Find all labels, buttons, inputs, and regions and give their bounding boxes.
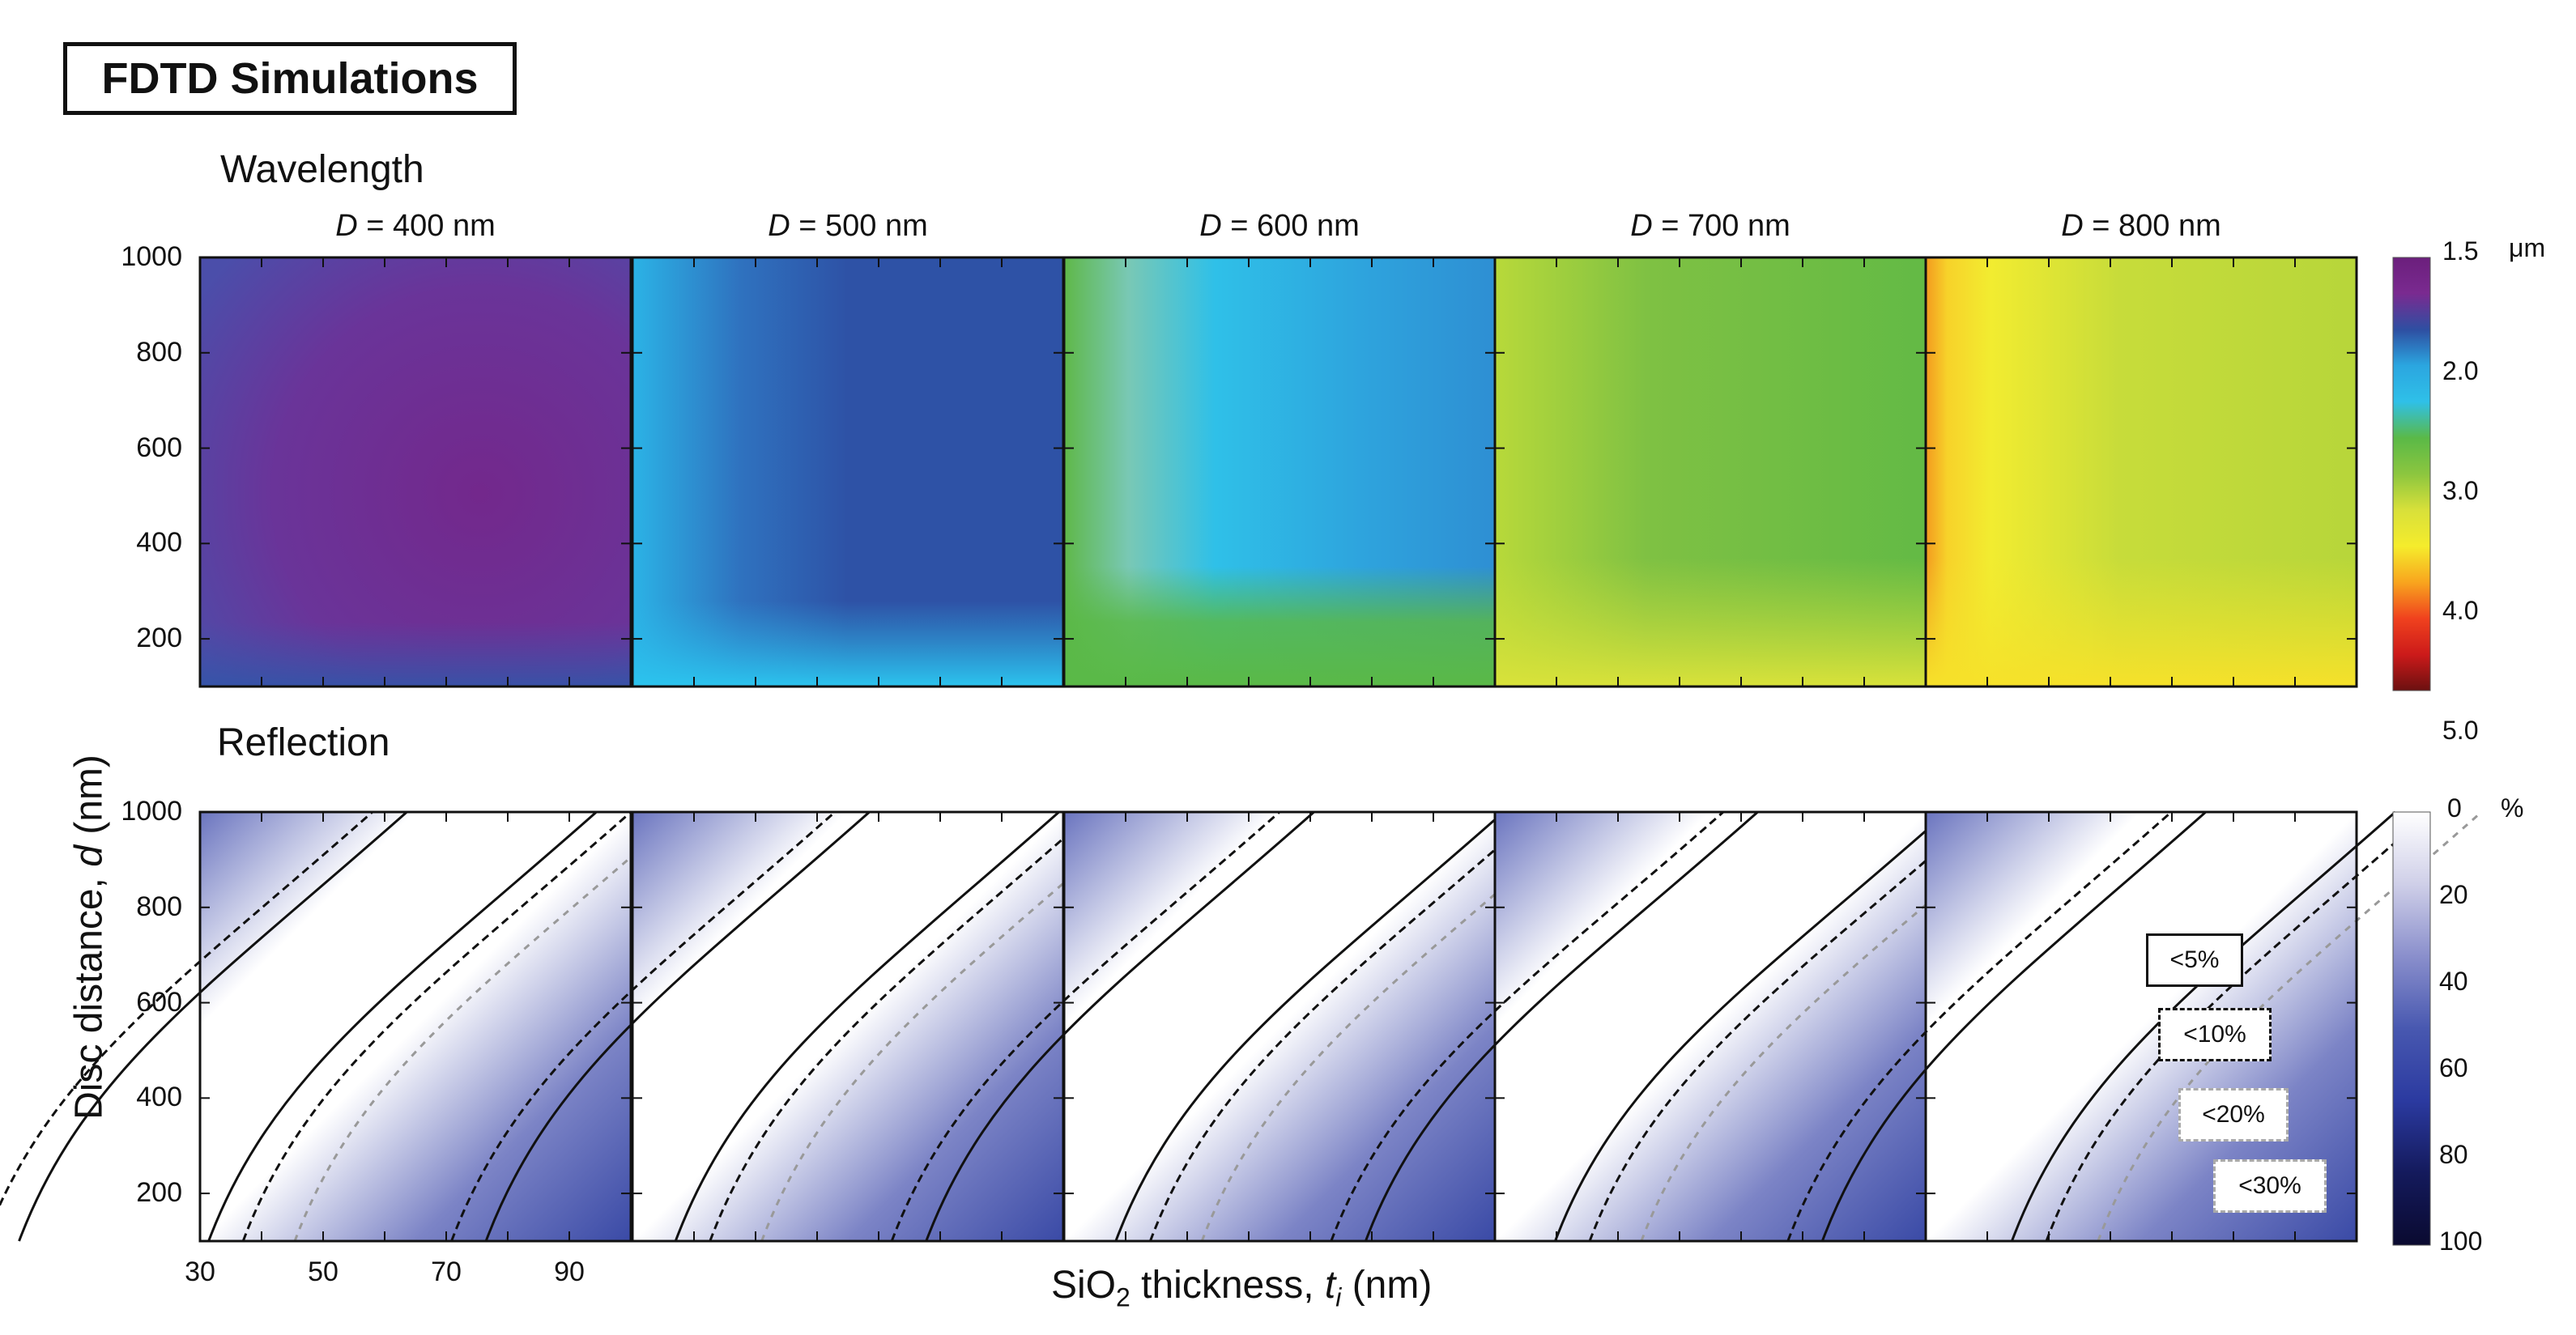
contour-5pct-lower (674, 810, 1060, 1242)
figure-title: FDTD Simulations (63, 42, 517, 115)
wavelength-panel-3 (1062, 256, 1497, 688)
contour-5pct-upper (1364, 810, 1759, 1242)
reflection-panel-1 (0, 810, 683, 1243)
reflection-colorbar-unit: % (2501, 793, 2524, 823)
wavelength-panel-2 (631, 256, 1065, 688)
x-tick-label: 50 (308, 1256, 338, 1287)
reflection-colorbar (2392, 811, 2431, 1246)
wavelength-colorbar-tick: 1.5 (2442, 236, 2479, 266)
wavelength-colorbar (2392, 257, 2431, 691)
legend-10pct: <10% (2158, 1008, 2272, 1061)
y-tick-label: 400 (136, 1082, 182, 1113)
ticks-row1-panel4 (1494, 257, 1927, 687)
panel-title-5: D = 800 nm (2061, 209, 2221, 243)
y-tick-label: 800 (136, 336, 182, 368)
x-tick-label: 30 (185, 1256, 215, 1287)
contour-10pct-lower (709, 810, 1095, 1242)
reflection-map (1064, 812, 1495, 1241)
y-tick-label: 1000 (121, 241, 182, 272)
wavelength-frame (1924, 256, 2358, 688)
legend-5pct: <5% (2146, 933, 2243, 987)
contour-20pct-lower (293, 810, 683, 1242)
wavelength-panel-4 (1493, 256, 1927, 688)
contour-5pct-lower (1554, 810, 1948, 1242)
contour-5pct-upper (484, 810, 871, 1242)
reflection-panel-3 (890, 810, 1591, 1243)
contour-5pct-upper (925, 810, 1315, 1242)
y-tick-label: 1000 (121, 796, 182, 827)
row-label-wavelength: Wavelength (220, 148, 424, 191)
wavelength-colorbar-tick: 3.0 (2442, 476, 2479, 505)
contour-10pct-upper (450, 810, 837, 1242)
contour-10pct-lower (1148, 810, 1539, 1242)
reflection-colorbar-tick: 0 (2447, 793, 2462, 823)
reflection-frame (1924, 810, 2358, 1243)
reflection-map (200, 812, 631, 1241)
reflection-colorbar-tick: 40 (2439, 967, 2468, 996)
ticks-row2-panel4 (1494, 811, 1927, 1241)
y-tick-label: 600 (136, 432, 182, 463)
wavelength-map-edge (1926, 257, 2357, 687)
contour-10pct-upper (1786, 810, 2173, 1242)
y-tick-label: 200 (136, 623, 182, 654)
panel-title-2: D = 500 nm (768, 209, 928, 243)
ticks-row2-panel3 (1063, 811, 1496, 1241)
ticks-row2-panel1 (199, 811, 632, 1241)
contour-10pct-upper (0, 810, 373, 1208)
ticks-row2-panel2 (632, 811, 1064, 1241)
y-tick-label: 600 (136, 986, 182, 1018)
ticks-row1-panel3 (1063, 257, 1496, 687)
reflection-colorbar-tick: 80 (2439, 1140, 2468, 1169)
wavelength-panel-1 (198, 256, 632, 688)
ticks-row1-panel5 (1925, 257, 2357, 687)
wavelength-colorbar-unit: μm (2509, 233, 2546, 262)
panel-title-3: D = 600 nm (1199, 209, 1360, 243)
contour-10pct-upper (1330, 810, 1724, 1242)
ticks-row2-panel5 (1925, 811, 2357, 1241)
y-axis-title: Disc distance, d (nm) (67, 755, 111, 1120)
wavelength-colorbar-tick: 4.0 (2442, 596, 2479, 625)
reflection-map (1495, 812, 1926, 1241)
contour-5pct-upper (1820, 810, 2207, 1242)
reflection-colorbar-tick: 20 (2439, 880, 2468, 909)
contour-5pct-lower (2010, 810, 2396, 1242)
legend-20pct: <20% (2178, 1088, 2289, 1142)
panel-title-4: D = 700 nm (1630, 209, 1790, 243)
row-label-reflection: Reflection (217, 721, 390, 764)
reflection-panel-2 (450, 810, 1147, 1243)
contour-10pct-lower (1588, 810, 1983, 1242)
ticks-row1-panel2 (632, 257, 1064, 687)
wavelength-panel-5 (1924, 256, 2358, 688)
reflection-map (632, 812, 1063, 1241)
contour-20pct-lower (760, 810, 1147, 1242)
wavelength-colorbar-tick: 2.0 (2442, 356, 2479, 385)
contour-10pct-lower (241, 810, 632, 1242)
contour-5pct-lower (207, 810, 598, 1242)
y-tick-label: 800 (136, 891, 182, 922)
contour-5pct-upper (18, 810, 408, 1242)
y-tick-label: 200 (136, 1177, 182, 1209)
reflection-colorbar-tick: 60 (2439, 1053, 2468, 1082)
legend-30pct: <30% (2213, 1159, 2327, 1213)
contour-10pct-upper (890, 810, 1280, 1242)
y-tick-label: 400 (136, 527, 182, 559)
wavelength-map-edge (1495, 257, 1926, 687)
x-axis-title: SiO2 thickness, ti (nm) (1051, 1264, 1433, 1312)
x-tick-label: 90 (554, 1256, 585, 1287)
wavelength-map-edge (1064, 257, 1495, 687)
panel-title-1: D = 400 nm (335, 209, 496, 243)
wavelength-map-edge (632, 257, 1063, 687)
wavelength-frame (198, 256, 632, 688)
wavelength-map-edge (200, 257, 631, 687)
reflection-colorbar-tick: 100 (2439, 1227, 2483, 1256)
ticks-row1-panel1 (199, 257, 632, 687)
x-tick-label: 70 (431, 1256, 462, 1287)
contour-5pct-lower (1114, 810, 1505, 1242)
wavelength-colorbar-tick: 5.0 (2442, 716, 2479, 745)
